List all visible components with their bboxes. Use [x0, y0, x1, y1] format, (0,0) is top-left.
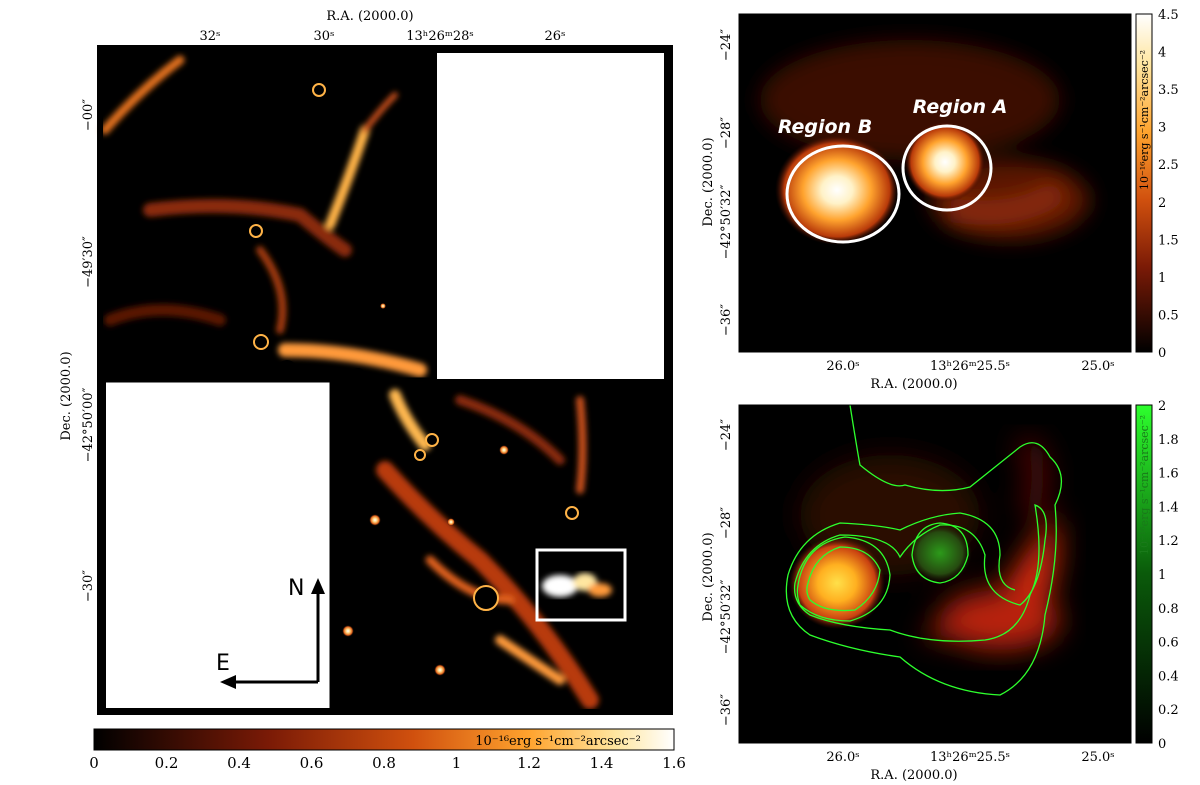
bottom-right-dec-tick: −42°50′32″ — [719, 579, 734, 654]
bottom-right-colorbar-tick: 1.4 — [1158, 500, 1179, 515]
region-b-label: Region B — [778, 116, 872, 138]
left-ra-tick: 32ˢ — [200, 29, 221, 44]
left-colorbar-tick: 0.8 — [372, 754, 396, 772]
bottom-right-dec-tick: −24″ — [719, 419, 734, 451]
top-right-ra-tick: 13ʰ26ᵐ25.5ˢ — [930, 359, 1010, 374]
bottom-right-colorbar-tick: 1 — [1158, 568, 1166, 583]
top-right-colorbar-tick: 2.5 — [1158, 158, 1179, 173]
east-label: E — [216, 651, 230, 676]
left-dec-tick: −00″ — [81, 99, 96, 131]
bottom-right-dec-axis: Dec. (2000.0) −24″ −28″ −42°50′32″ −36″ — [701, 419, 734, 726]
top-right-dec-tick: −28″ — [719, 117, 734, 149]
left-panel: N E R.A. (2000.0) 32ˢ 30ˢ 13ʰ26ᵐ28ˢ 26ˢ … — [59, 9, 686, 772]
top-right-colorbar-tick: 2 — [1158, 196, 1166, 211]
top-right-ra-title: R.A. (2000.0) — [870, 377, 957, 392]
left-image — [97, 45, 673, 715]
left-colorbar-tick: 0.2 — [155, 754, 179, 772]
top-right-colorbar-tick: 3 — [1158, 121, 1166, 136]
top-right-colorbar-tick: 1 — [1158, 271, 1166, 286]
bottom-right-panel: R.A. (2000.0) 26.0ˢ 13ʰ26ᵐ25.5ˢ 25.0ˢ De… — [701, 399, 1179, 783]
top-right-colorbar-tick: 0.5 — [1158, 308, 1179, 323]
bottom-right-colorbar-tick: 1.6 — [1158, 467, 1179, 482]
top-right-dec-tick: −42°50′32″ — [719, 184, 734, 259]
bottom-right-ra-tick: 25.0ˢ — [1081, 750, 1114, 765]
top-right-colorbar: 10⁻¹⁶erg s⁻¹cm⁻²arcsec⁻² 0 0.5 1 1.5 2 2.5 3 3.… — [1135, 8, 1179, 361]
left-ra-title: R.A. (2000.0) — [326, 9, 413, 24]
left-ra-tick: 13ʰ26ᵐ28ˢ — [406, 29, 474, 44]
left-colorbar-tick: 0.4 — [227, 754, 251, 772]
compass: N E — [216, 576, 325, 689]
top-right-colorbar-tick: 0 — [1158, 346, 1166, 361]
top-right-ra-tick: 26.0ˢ — [826, 359, 859, 374]
left-colorbar-tick: 0 — [89, 754, 99, 772]
left-ra-axis: R.A. (2000.0) 32ˢ 30ˢ 13ʰ26ᵐ28ˢ 26ˢ — [200, 9, 566, 44]
bottom-right-dec-title: Dec. (2000.0) — [701, 532, 716, 621]
left-dec-tick: −30″ — [81, 570, 96, 602]
bottom-right-colorbar-tick: 1.8 — [1158, 433, 1179, 448]
north-label: N — [288, 576, 304, 601]
left-dec-title: Dec. (2000.0) — [59, 351, 74, 440]
contours — [785, 404, 1062, 696]
bottom-right-ra-title: R.A. (2000.0) — [870, 768, 957, 783]
top-right-dec-title: Dec. (2000.0) — [701, 137, 716, 226]
bottom-right-colorbar-tick: 0.8 — [1158, 602, 1179, 617]
top-right-image: Region B Region A — [738, 13, 1132, 353]
bottom-right-dec-tick: −36″ — [719, 694, 734, 726]
top-right-colorbar-unit: 10⁻¹⁶erg s⁻¹cm⁻²arcsec⁻² — [1138, 50, 1151, 190]
top-right-dec-tick: −36″ — [719, 304, 734, 336]
top-right-colorbar-tick: 3.5 — [1158, 83, 1179, 98]
bottom-right-colorbar-tick: 0 — [1158, 737, 1166, 752]
bottom-right-colorbar-unit: 10⁻¹⁶erg s⁻¹cm⁻²arcsec⁻² — [1138, 415, 1151, 555]
region-b-outline — [785, 144, 901, 244]
bottom-right-colorbar-tick: 1.2 — [1158, 534, 1179, 549]
left-colorbar-tick: 1.4 — [590, 754, 614, 772]
left-ra-tick: 30ˢ — [314, 29, 335, 44]
top-right-colorbar-tick: 4 — [1158, 46, 1166, 61]
left-colorbar-tick: 1.2 — [517, 754, 541, 772]
left-dec-axis: Dec. (2000.0) −00″ −49′30″ −42°50′00″ −3… — [59, 99, 96, 602]
left-colorbar-unit: 10⁻¹⁶erg s⁻¹cm⁻²arcsec⁻² — [475, 734, 641, 749]
top-right-ra-tick: 25.0ˢ — [1081, 359, 1114, 374]
north-arrow-icon — [311, 578, 325, 594]
left-colorbar: 10⁻¹⁶erg s⁻¹cm⁻²arcsec⁻² 0 0.2 0.4 0.6 0.8 1 1… — [89, 728, 686, 772]
left-colorbar-tick: 1.6 — [662, 754, 686, 772]
top-right-dec-tick: −24″ — [719, 29, 734, 61]
bottom-right-ra-axis: R.A. (2000.0) 26.0ˢ 13ʰ26ᵐ25.5ˢ 25.0ˢ — [826, 750, 1114, 783]
bottom-right-dec-tick: −28″ — [719, 507, 734, 539]
bottom-right-colorbar: 10⁻¹⁶erg s⁻¹cm⁻²arcsec⁻² 0 0.2 0.4 0.6 0.8 1 1… — [1135, 399, 1179, 752]
top-right-dec-axis: Dec. (2000.0) −24″ −28″ −42°50′32″ −36″ — [701, 29, 734, 336]
left-ra-tick: 26ˢ — [545, 29, 566, 44]
top-right-panel: Region B Region A R.A. (2000.0) 26.0ˢ 13… — [701, 8, 1179, 392]
region-a-label: Region A — [913, 96, 1008, 118]
region-a-outline — [901, 124, 993, 212]
bottom-right-ra-tick: 26.0ˢ — [826, 750, 859, 765]
bottom-right-ra-tick: 13ʰ26ᵐ25.5ˢ — [930, 750, 1010, 765]
left-dec-tick: −49′30″ — [81, 236, 96, 288]
left-dec-tick: −42°50′00″ — [81, 387, 96, 462]
highlight-box — [535, 548, 627, 622]
bottom-right-image — [738, 404, 1132, 744]
top-right-colorbar-tick: 1.5 — [1158, 233, 1179, 248]
bottom-right-colorbar-tick: 0.6 — [1158, 636, 1179, 651]
bottom-right-colorbar-tick: 0.2 — [1158, 703, 1179, 718]
left-colorbar-tick: 0.6 — [300, 754, 324, 772]
top-right-colorbar-tick: 4.5 — [1158, 8, 1179, 23]
top-right-ra-axis: R.A. (2000.0) 26.0ˢ 13ʰ26ᵐ25.5ˢ 25.0ˢ — [826, 359, 1114, 392]
bottom-right-colorbar-tick: 2 — [1158, 399, 1166, 414]
east-arrow-icon — [220, 675, 236, 689]
bottom-right-colorbar-tick: 0.4 — [1158, 669, 1179, 684]
left-colorbar-tick: 1 — [452, 754, 462, 772]
